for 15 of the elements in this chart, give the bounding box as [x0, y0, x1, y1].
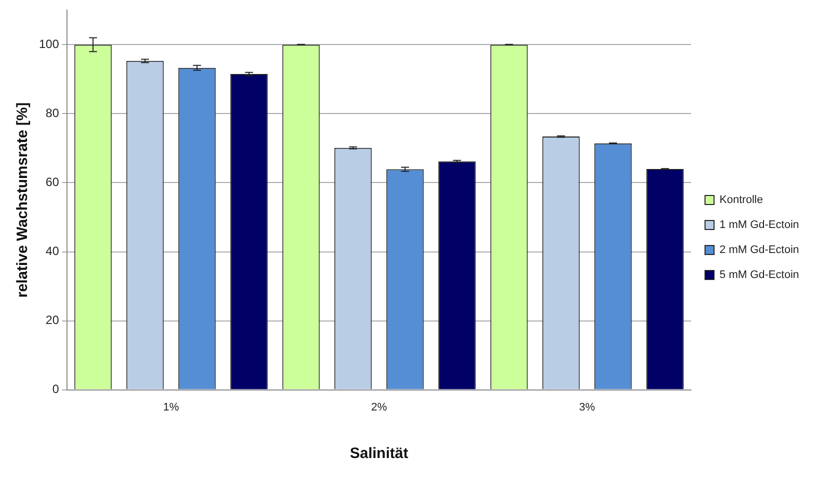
x-axis-title: Salinität: [350, 445, 408, 462]
legend-label: 2 mM Gd-Ectoin: [720, 244, 800, 256]
legend-label: Kontrolle: [720, 194, 763, 206]
y-tick-label: 60: [46, 175, 60, 190]
legend-label: 1 mM Gd-Ectoin: [720, 219, 800, 232]
y-tick-label: 100: [38, 37, 60, 52]
x-tick-label: 2%: [371, 401, 388, 414]
legend-label: 5 mM Gd-Ectoin: [720, 269, 800, 282]
x-tick-label: 3%: [579, 401, 596, 414]
y-tick-label: 40: [46, 244, 60, 258]
y-tick-label: 0: [52, 382, 60, 396]
y-tick-label: 80: [46, 106, 60, 120]
y-tick-label: 20: [46, 313, 60, 328]
x-tick-label: 1%: [163, 401, 180, 414]
y-axis-title: relative Wachstumsrate [%]: [14, 102, 32, 298]
